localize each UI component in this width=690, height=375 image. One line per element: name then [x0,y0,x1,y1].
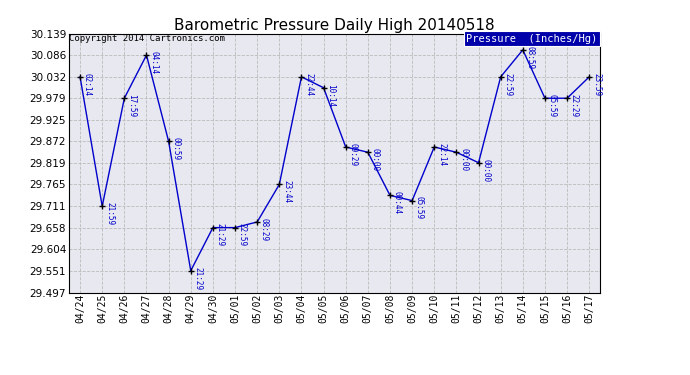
Text: 22:44: 22:44 [304,73,313,96]
Text: 05:59: 05:59 [415,196,424,220]
Text: 21:59: 21:59 [105,202,114,225]
Text: 08:29: 08:29 [260,218,269,241]
Text: 22:14: 22:14 [437,143,446,166]
Text: 23:44: 23:44 [282,180,291,204]
Text: 17:59: 17:59 [127,94,136,117]
Text: 22:29: 22:29 [570,94,579,117]
Text: 23:59: 23:59 [592,73,601,96]
Text: 08:59: 08:59 [526,46,535,69]
Text: 00:00: 00:00 [459,148,469,171]
Text: 22:59: 22:59 [238,224,247,247]
Text: 00:00: 00:00 [371,148,380,171]
Text: 10:14: 10:14 [326,84,335,107]
Text: 00:59: 00:59 [171,137,180,160]
Text: 00:00: 00:00 [482,159,491,182]
Text: Pressure  (Inches/Hg): Pressure (Inches/Hg) [466,34,598,44]
Text: 22:59: 22:59 [504,73,513,96]
Text: 21:29: 21:29 [193,267,203,290]
Text: 21:29: 21:29 [216,224,225,247]
Text: 00:44: 00:44 [393,191,402,214]
Title: Barometric Pressure Daily High 20140518: Barometric Pressure Daily High 20140518 [175,18,495,33]
Text: 05:59: 05:59 [548,94,557,117]
Text: 09:29: 09:29 [348,143,357,166]
Text: Copyright 2014 Cartronics.com: Copyright 2014 Cartronics.com [69,34,225,43]
Text: 04:14: 04:14 [149,51,158,74]
Text: 02:14: 02:14 [83,73,92,96]
